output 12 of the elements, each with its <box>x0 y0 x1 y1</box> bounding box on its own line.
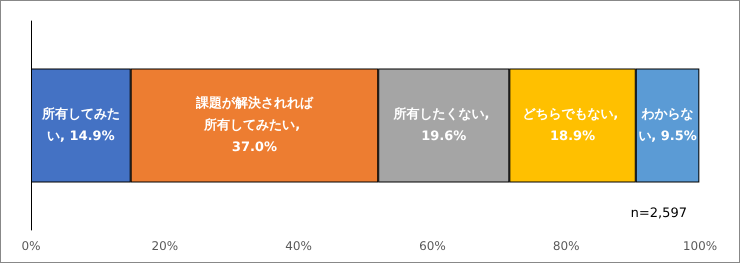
data-label: 所有したくない, 19.6% <box>392 106 494 144</box>
x-tick-label: 60% <box>419 239 446 253</box>
x-tick-label: 40% <box>285 239 312 253</box>
data-label: 課題が解決されれば所有してみたい, 37.0% <box>194 95 314 155</box>
x-tick-label: 0% <box>21 239 41 253</box>
data-label: わからない, 9.5% <box>638 107 697 144</box>
annotation: n=2,597 <box>630 206 688 221</box>
data-label: 所有してみたい, 14.9% <box>40 106 120 144</box>
x-tick-label: 100% <box>682 239 718 253</box>
x-tick-label: 80% <box>552 239 580 253</box>
x-tick-label: 20% <box>151 239 178 253</box>
data-label: どちらでもない, 18.9% <box>522 107 623 144</box>
